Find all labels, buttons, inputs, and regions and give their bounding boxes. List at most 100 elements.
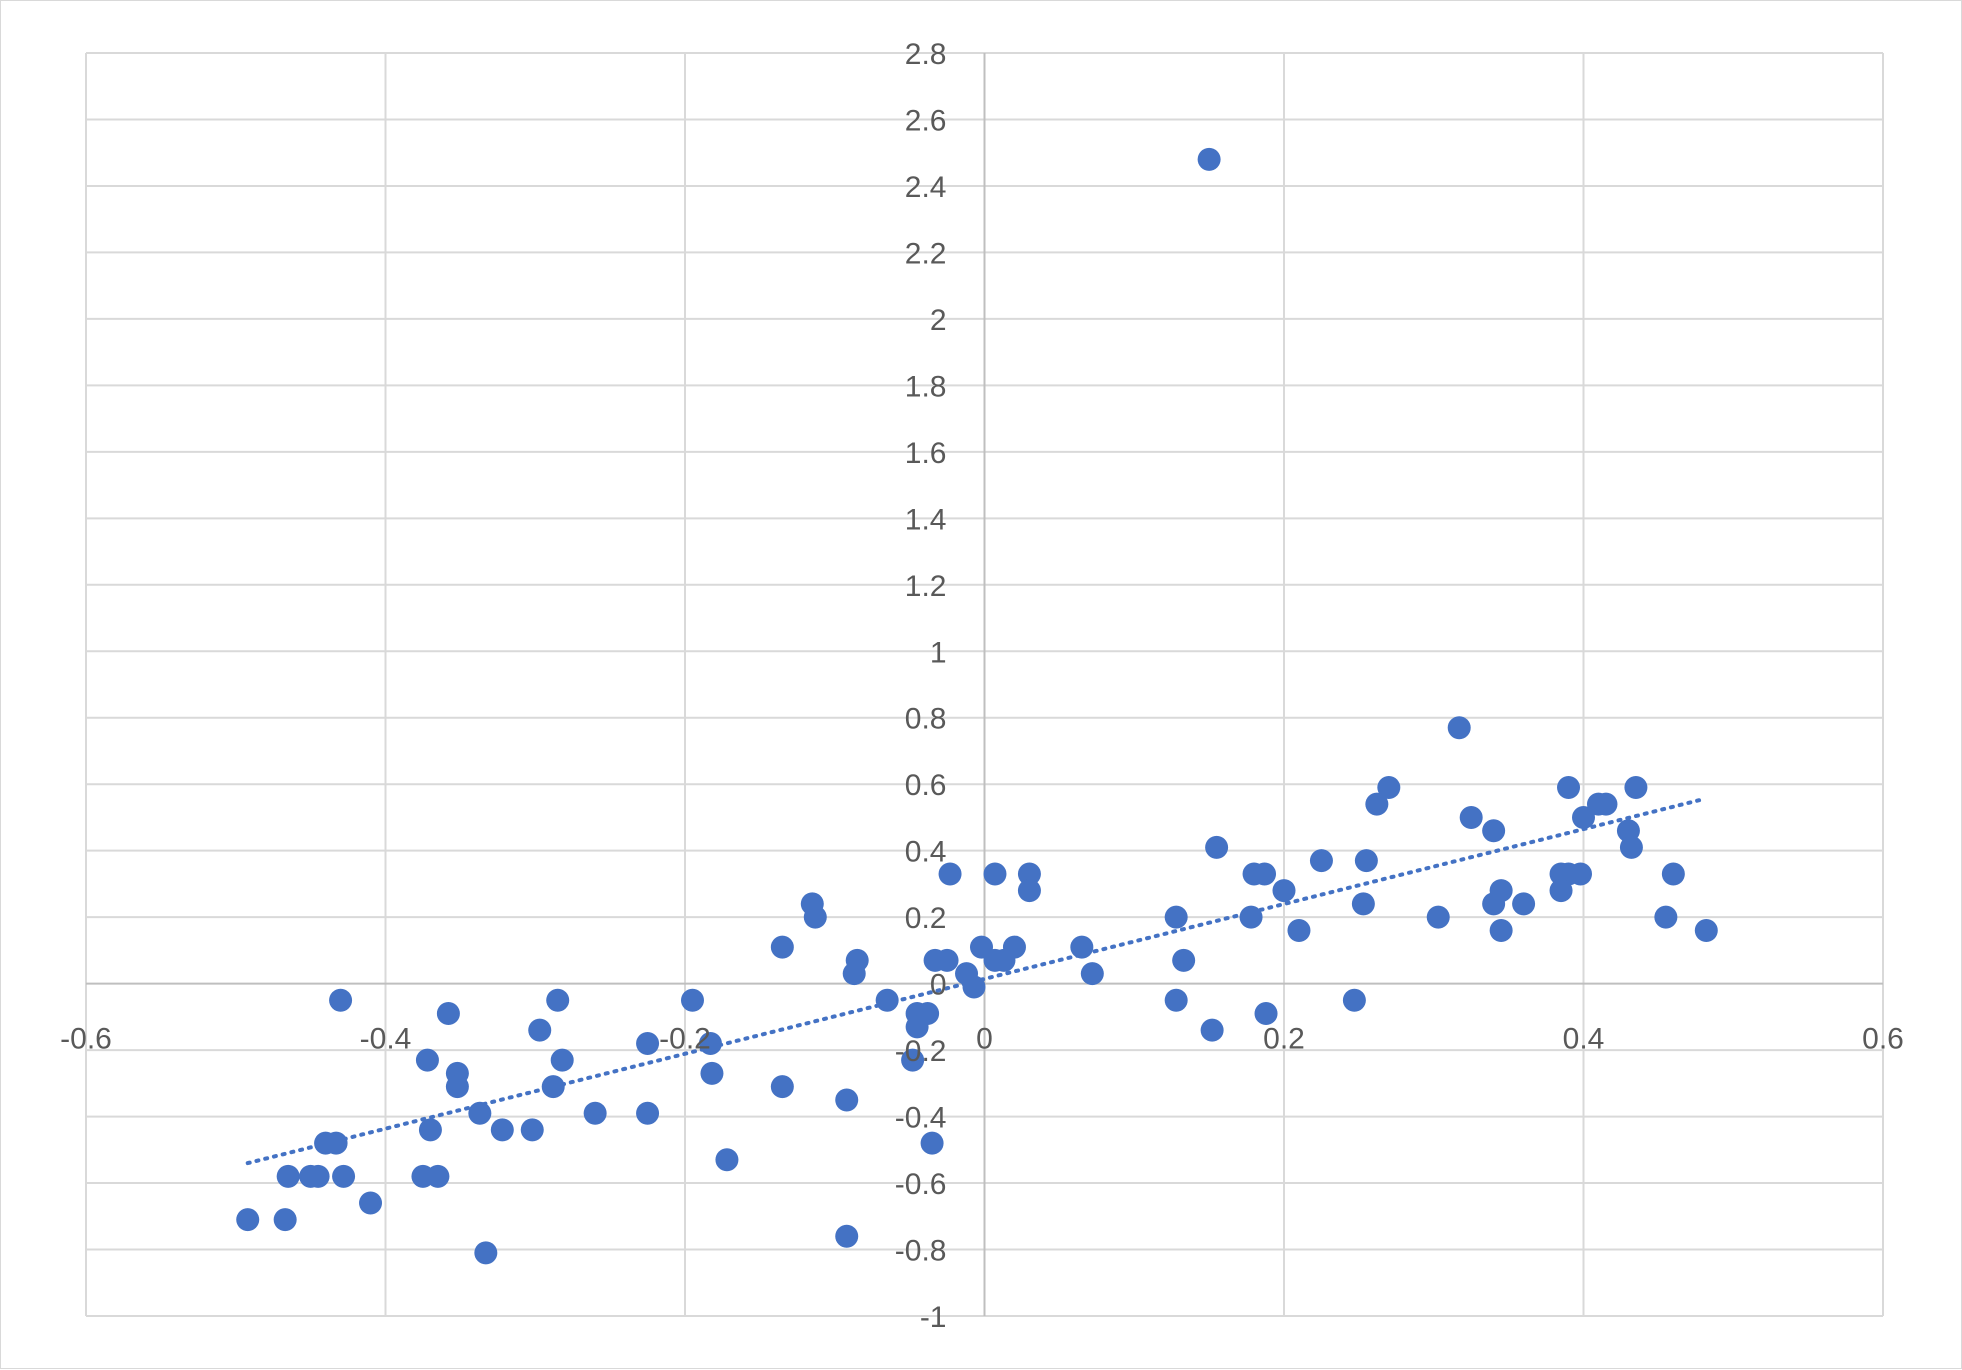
data-point — [938, 862, 962, 886]
data-point — [1253, 862, 1277, 886]
data-point — [680, 988, 704, 1012]
y-tick-label: 2.4 — [905, 171, 947, 204]
data-point — [332, 1164, 356, 1188]
data-point — [1239, 905, 1263, 929]
y-tick-label: -1 — [920, 1301, 947, 1334]
data-point — [1070, 935, 1094, 959]
data-point — [1426, 905, 1450, 929]
data-point — [1354, 849, 1378, 873]
data-point — [276, 1164, 300, 1188]
data-point — [490, 1118, 514, 1142]
data-point — [324, 1131, 348, 1155]
y-tick-label: 0.8 — [905, 703, 947, 736]
data-point — [273, 1208, 297, 1232]
y-tick-label: -0.4 — [895, 1102, 947, 1135]
data-point — [1572, 805, 1595, 829]
data-point — [329, 988, 353, 1012]
x-tick-labels: -0.6 -0.4 -0.2 0 0.2 0.4 0.6 — [60, 1023, 1904, 1056]
x-tick-label: 0 — [976, 1023, 993, 1056]
data-point — [359, 1191, 383, 1215]
data-point — [935, 948, 959, 972]
y-tick-label: 0.6 — [905, 769, 947, 802]
y-tick-label: 2.6 — [905, 104, 947, 137]
data-point — [1080, 962, 1104, 986]
data-point — [1661, 862, 1685, 886]
data-point — [426, 1164, 450, 1188]
data-point — [1309, 849, 1333, 873]
x-tick-label: -0.4 — [360, 1023, 412, 1056]
data-point — [1287, 918, 1311, 942]
data-point — [920, 1131, 944, 1155]
data-point — [700, 1061, 724, 1085]
data-point — [474, 1241, 498, 1265]
x-tick-label: 0.4 — [1563, 1023, 1605, 1056]
data-point — [1205, 835, 1229, 859]
axes — [86, 53, 1883, 1316]
data-point — [770, 935, 794, 959]
x-tick-label: -0.6 — [60, 1023, 112, 1056]
data-point — [835, 1088, 859, 1112]
y-tick-label: -0.6 — [895, 1168, 947, 1201]
data-point — [436, 1002, 460, 1026]
data-point — [550, 1048, 574, 1072]
data-point — [1351, 892, 1375, 916]
data-point — [1342, 988, 1366, 1012]
data-point — [1377, 776, 1401, 800]
y-tick-label: 1.8 — [905, 370, 947, 403]
data-point — [546, 988, 570, 1012]
data-point — [1017, 879, 1041, 903]
data-point — [1365, 792, 1389, 816]
data-point — [1172, 948, 1196, 972]
x-tick-label: -0.2 — [659, 1023, 711, 1056]
data-point — [1569, 862, 1593, 886]
data-point — [445, 1075, 469, 1099]
data-point — [1197, 147, 1221, 171]
data-point — [1164, 988, 1188, 1012]
data-point — [770, 1075, 794, 1099]
data-point — [1200, 1018, 1224, 1042]
y-tick-label: 0.4 — [905, 836, 947, 869]
y-tick-label: 0.2 — [905, 902, 947, 935]
data-point — [1549, 879, 1573, 903]
data-point — [1624, 776, 1648, 800]
x-tick-label: 0.6 — [1862, 1023, 1904, 1056]
data-point — [1489, 918, 1513, 942]
data-point — [541, 1075, 565, 1099]
data-point — [842, 962, 866, 986]
data-point — [835, 1224, 859, 1248]
y-tick-label: -0.2 — [895, 1035, 947, 1068]
y-tick-label: 0 — [930, 969, 947, 1002]
data-point — [698, 1031, 722, 1055]
data-point — [715, 1148, 739, 1172]
x-tick-label: 0.2 — [1263, 1023, 1305, 1056]
data-point — [1482, 819, 1506, 843]
data-point — [901, 1048, 925, 1072]
data-point — [875, 988, 899, 1012]
data-point — [236, 1208, 260, 1232]
data-point — [1594, 792, 1618, 816]
data-point — [1619, 835, 1643, 859]
data-point — [1017, 862, 1041, 886]
data-point — [415, 1048, 439, 1072]
data-point — [1482, 892, 1506, 916]
data-point — [1512, 892, 1536, 916]
data-point — [636, 1031, 660, 1055]
y-tick-labels: -1 -0.8 -0.6 -0.4 -0.2 0 0.2 0.4 0.6 0.8 1 1.2 1.4 1.… — [895, 38, 947, 1334]
data-point — [1254, 1002, 1278, 1026]
data-point — [1654, 905, 1678, 929]
data-points — [236, 147, 1718, 1265]
data-point — [992, 948, 1016, 972]
data-point — [1694, 918, 1718, 942]
data-point — [418, 1118, 442, 1142]
y-tick-label: -0.8 — [895, 1235, 947, 1268]
data-point — [1272, 879, 1296, 903]
data-point — [636, 1101, 660, 1125]
data-point — [468, 1101, 492, 1125]
data-point — [528, 1018, 552, 1042]
data-point — [905, 1015, 929, 1039]
data-point — [583, 1101, 607, 1125]
vertical-gridlines — [85, 53, 1884, 1316]
data-point — [1164, 905, 1188, 929]
